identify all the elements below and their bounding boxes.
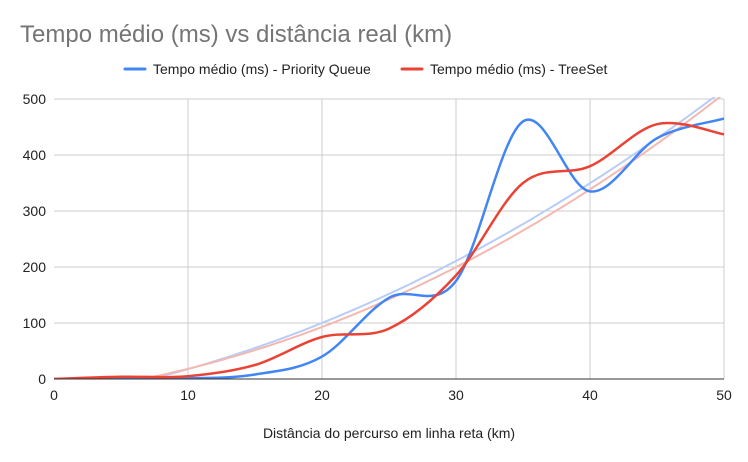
legend: Tempo médio (ms) - Priority Queue Tempo … xyxy=(123,61,607,77)
series-lines xyxy=(54,117,724,379)
y-tick-label: 400 xyxy=(23,147,47,163)
y-tick-label: 200 xyxy=(23,259,47,275)
legend-label-priority-queue: Tempo médio (ms) - Priority Queue xyxy=(153,61,371,77)
x-tick-label: 0 xyxy=(50,387,58,403)
trendlines xyxy=(54,97,722,379)
trendline-treeset xyxy=(54,97,722,379)
x-axis-label: Distância do percurso em linha reta (km) xyxy=(263,425,515,441)
series-line-priority-queue xyxy=(54,117,724,379)
legend-item-priority-queue[interactable]: Tempo médio (ms) - Priority Queue xyxy=(123,61,371,77)
legend-label-treeset: Tempo médio (ms) - TreeSet xyxy=(430,61,607,77)
x-tick-label: 50 xyxy=(716,387,732,403)
chart-title: Tempo médio (ms) vs distância real (km) xyxy=(20,21,452,48)
y-tick-label: 500 xyxy=(23,91,47,107)
legend-item-treeset[interactable]: Tempo médio (ms) - TreeSet xyxy=(400,61,607,77)
x-tick-label: 20 xyxy=(314,387,330,403)
grid xyxy=(54,98,725,379)
y-tick-label: 300 xyxy=(23,203,47,219)
x-tick-label: 30 xyxy=(448,387,464,403)
series-line-treeset xyxy=(54,121,724,379)
y-tick-label: 0 xyxy=(38,371,46,387)
tick-labels: 0 100 200 300 400 500 0 10 20 30 40 50 xyxy=(23,91,732,403)
trendline-priority-queue xyxy=(54,97,716,379)
x-tick-label: 40 xyxy=(582,387,598,403)
x-tick-label: 10 xyxy=(180,387,196,403)
y-tick-label: 100 xyxy=(23,315,47,331)
